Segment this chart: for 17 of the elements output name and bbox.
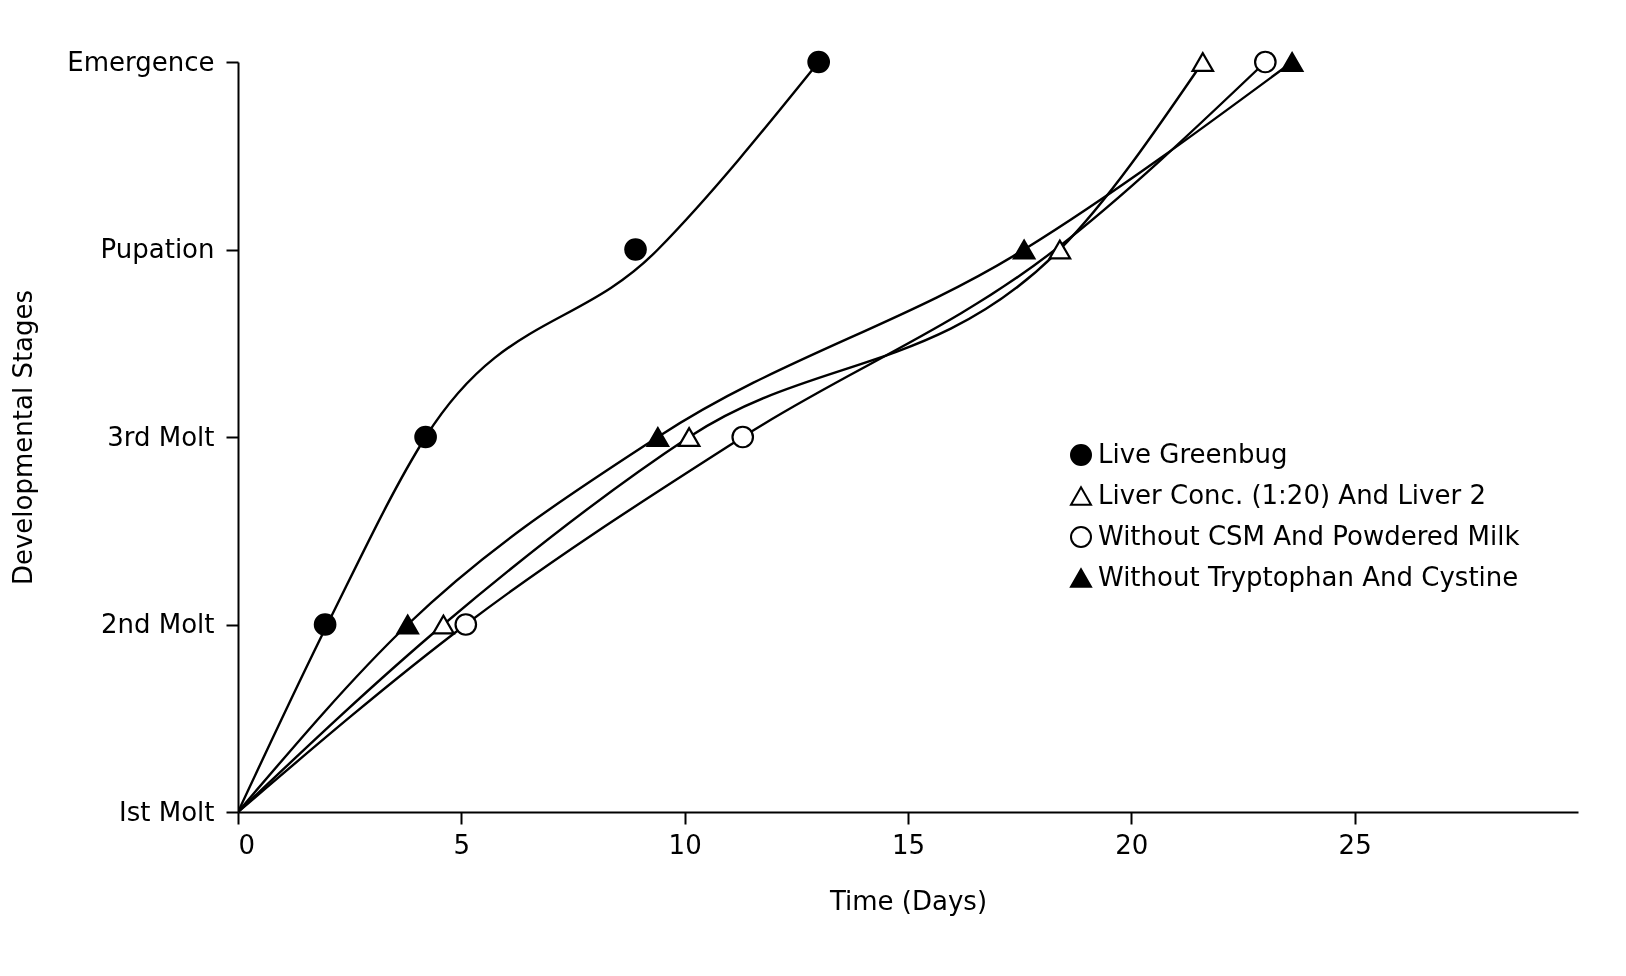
y-axis-title: Developmental Stages bbox=[8, 289, 39, 586]
y-tick-label: 3rd Molt bbox=[107, 421, 215, 452]
legend-label: Liver Conc. (1:20) And Liver 2 bbox=[1098, 480, 1486, 510]
x-tick-label: 0 bbox=[238, 829, 256, 860]
y-tick-label: Ist Molt bbox=[119, 796, 215, 827]
x-axis-title: Time (Days) bbox=[828, 885, 988, 916]
x-tick-label: 10 bbox=[668, 829, 702, 860]
x-tick-label: 5 bbox=[453, 829, 471, 860]
y-tick-label: Pupation bbox=[100, 234, 215, 264]
legend-label: Without Tryptophan And Cystine bbox=[1098, 562, 1519, 592]
x-tick-label: 15 bbox=[891, 829, 926, 860]
legend-label: Without CSM And Powdered Milk bbox=[1098, 521, 1520, 551]
x-tick-label: 25 bbox=[1338, 829, 1372, 860]
y-tick-label: Emergence bbox=[67, 46, 215, 77]
x-tick-label: 20 bbox=[1115, 829, 1149, 860]
y-tick-label: 2nd Molt bbox=[100, 609, 215, 639]
legend-label: Live Greenbug bbox=[1098, 439, 1288, 469]
